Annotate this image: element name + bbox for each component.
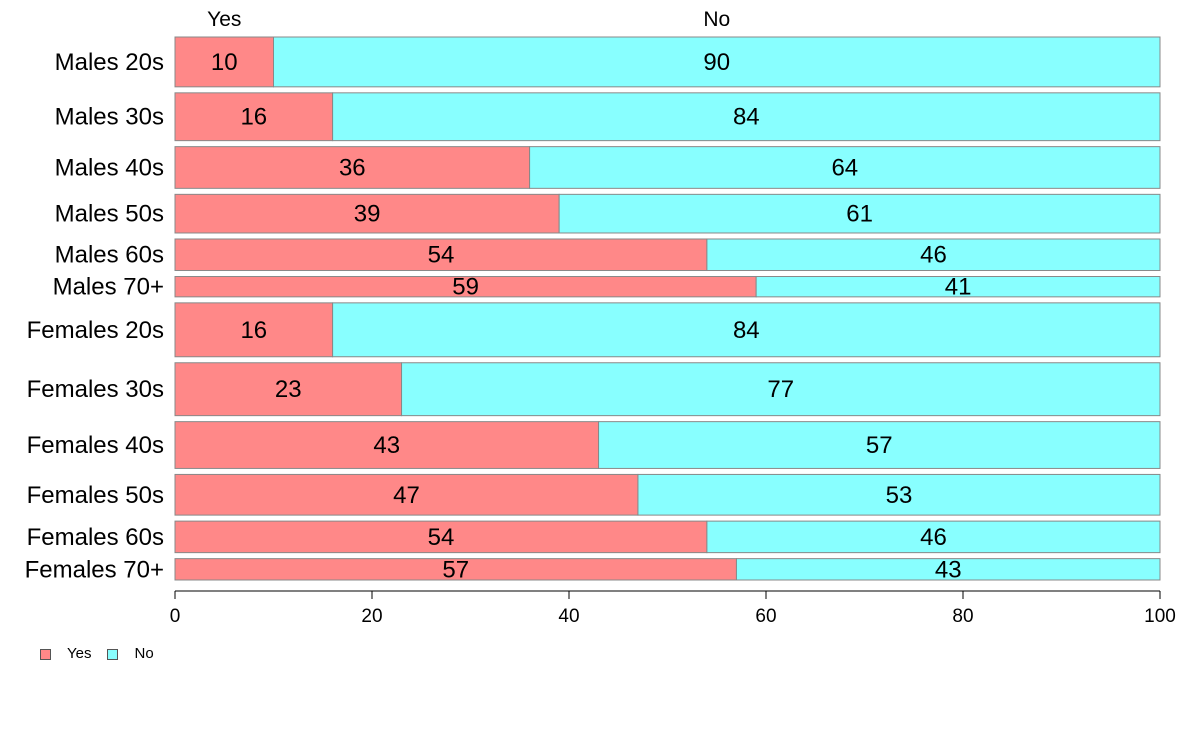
data-label-yes-females-20s: 16 [240,317,267,344]
data-label-yes-females-30s: 23 [275,376,302,403]
data-label-no-females-20s: 84 [733,317,760,344]
top-label-yes: Yes [207,8,241,31]
category-label-males-20s: Males 20s [55,49,164,76]
data-label-no-males-40s: 64 [831,154,858,181]
data-label-no-males-70: 41 [945,274,972,301]
x-tick-label-100: 100 [1144,606,1176,627]
x-tick-label-40: 40 [558,606,579,627]
bar-yes-females-30s [174,362,403,417]
bar-no-females-20s [332,302,1161,358]
legend-item-no: No [107,645,154,662]
category-label-males-70: Males 70+ [53,274,164,301]
category-label-males-30s: Males 30s [55,104,164,131]
legend: Yes No [40,646,170,662]
data-label-no-females-70: 43 [935,556,962,583]
bar-no-females-40s [598,421,1161,469]
bar-no-males-60s [706,238,1161,272]
data-label-no-females-60s: 46 [920,524,947,551]
bar-no-males-70 [755,276,1161,298]
category-label-females-20s: Females 20s [27,317,164,344]
category-label-females-70: Females 70+ [25,556,164,583]
category-label-males-60s: Males 60s [55,242,164,269]
legend-swatch-yes [40,648,51,660]
legend-item-yes: Yes [40,646,91,662]
data-label-no-females-50s: 53 [886,482,913,509]
bar-yes-males-30s [174,92,334,142]
bar-no-females-50s [637,473,1161,516]
legend-label-yes: Yes [67,645,92,662]
category-label-females-50s: Females 50s [27,482,164,509]
bar-yes-females-50s [174,473,639,516]
data-label-no-males-60s: 46 [920,242,947,269]
x-tick-label-20: 20 [361,606,382,627]
bar-no-males-50s [558,193,1161,234]
bar-no-females-30s [401,362,1161,417]
category-label-females-30s: Females 30s [27,376,164,403]
bar-yes-females-20s [174,302,334,358]
data-label-no-males-50s: 61 [846,201,873,228]
top-label-no: No [703,8,730,31]
data-label-no-males-20s: 90 [703,49,730,76]
data-label-no-males-30s: 84 [733,104,760,131]
data-label-yes-females-40s: 43 [373,432,400,459]
x-tick-label-60: 60 [755,606,776,627]
data-label-yes-males-30s: 16 [240,104,267,131]
x-tick-label-0: 0 [170,606,181,627]
bar-no-females-60s [706,520,1161,554]
data-label-yes-females-50s: 47 [393,482,420,509]
category-label-females-40s: Females 40s [27,432,164,459]
data-label-yes-males-20s: 10 [211,49,238,76]
bar-yes-males-50s [174,193,560,234]
bar-yes-males-60s [174,238,708,272]
data-label-no-females-40s: 57 [866,432,893,459]
bar-no-males-40s [529,146,1161,189]
data-label-yes-females-60s: 54 [428,524,455,551]
category-label-females-60s: Females 60s [27,524,164,551]
data-label-yes-males-60s: 54 [428,242,455,269]
data-label-yes-males-70: 59 [452,274,479,301]
data-label-yes-males-40s: 36 [339,154,366,181]
bar-no-males-30s [332,92,1161,142]
bar-yes-males-20s [174,36,274,88]
bar-no-females-70 [735,558,1161,581]
data-label-yes-females-70: 57 [442,556,469,583]
legend-swatch-no [107,648,119,660]
data-label-yes-males-50s: 39 [354,201,381,228]
bar-yes-males-40s [174,146,531,189]
data-label-no-females-30s: 77 [767,376,794,403]
legend-label-no: No [134,645,154,662]
bar-no-males-20s [273,36,1161,88]
category-label-males-40s: Males 40s [55,154,164,181]
x-tick-label-80: 80 [952,606,973,627]
category-label-males-50s: Males 50s [55,201,164,228]
